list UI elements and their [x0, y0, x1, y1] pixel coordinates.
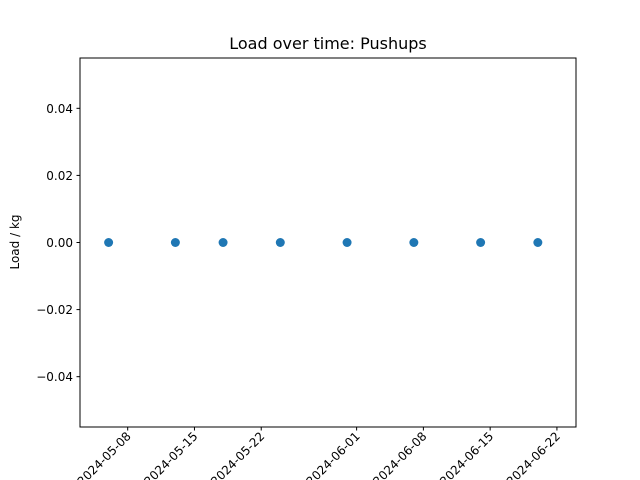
data-point	[409, 238, 419, 247]
data-point	[476, 238, 486, 247]
data-point	[170, 238, 180, 247]
data-point	[533, 238, 543, 247]
x-tick-label: 2024-06-01	[304, 429, 363, 480]
x-tick-label: 2024-06-08	[370, 429, 429, 480]
data-point	[218, 238, 228, 247]
x-tick-label: 2024-05-22	[208, 429, 267, 480]
x-tick-label: 2024-05-15	[141, 429, 200, 480]
plot-frame	[79, 57, 577, 428]
y-tick-label: 0.02	[46, 169, 73, 183]
x-tick-label: 2024-06-22	[504, 429, 563, 480]
data-points	[104, 238, 543, 247]
y-axis-label: Load / kg	[8, 214, 22, 269]
x-tick-label: 2024-05-08	[75, 429, 134, 480]
x-axis: 2024-05-08 2024-05-15 2024-05-22 2024-06-01…	[75, 427, 563, 480]
y-tick-label: −0.02	[36, 303, 73, 317]
y-tick-label: 0.04	[46, 102, 73, 116]
y-axis: 0.04 0.02 0.00 −0.02 −0.04	[36, 102, 80, 384]
data-point	[104, 238, 114, 247]
data-point	[275, 238, 285, 247]
chart-title: Load over time: Pushups	[229, 34, 426, 53]
y-tick-label: −0.04	[36, 370, 73, 384]
data-point	[342, 238, 352, 247]
y-tick-label: 0.00	[46, 236, 73, 250]
x-tick-label: 2024-06-15	[437, 429, 496, 480]
